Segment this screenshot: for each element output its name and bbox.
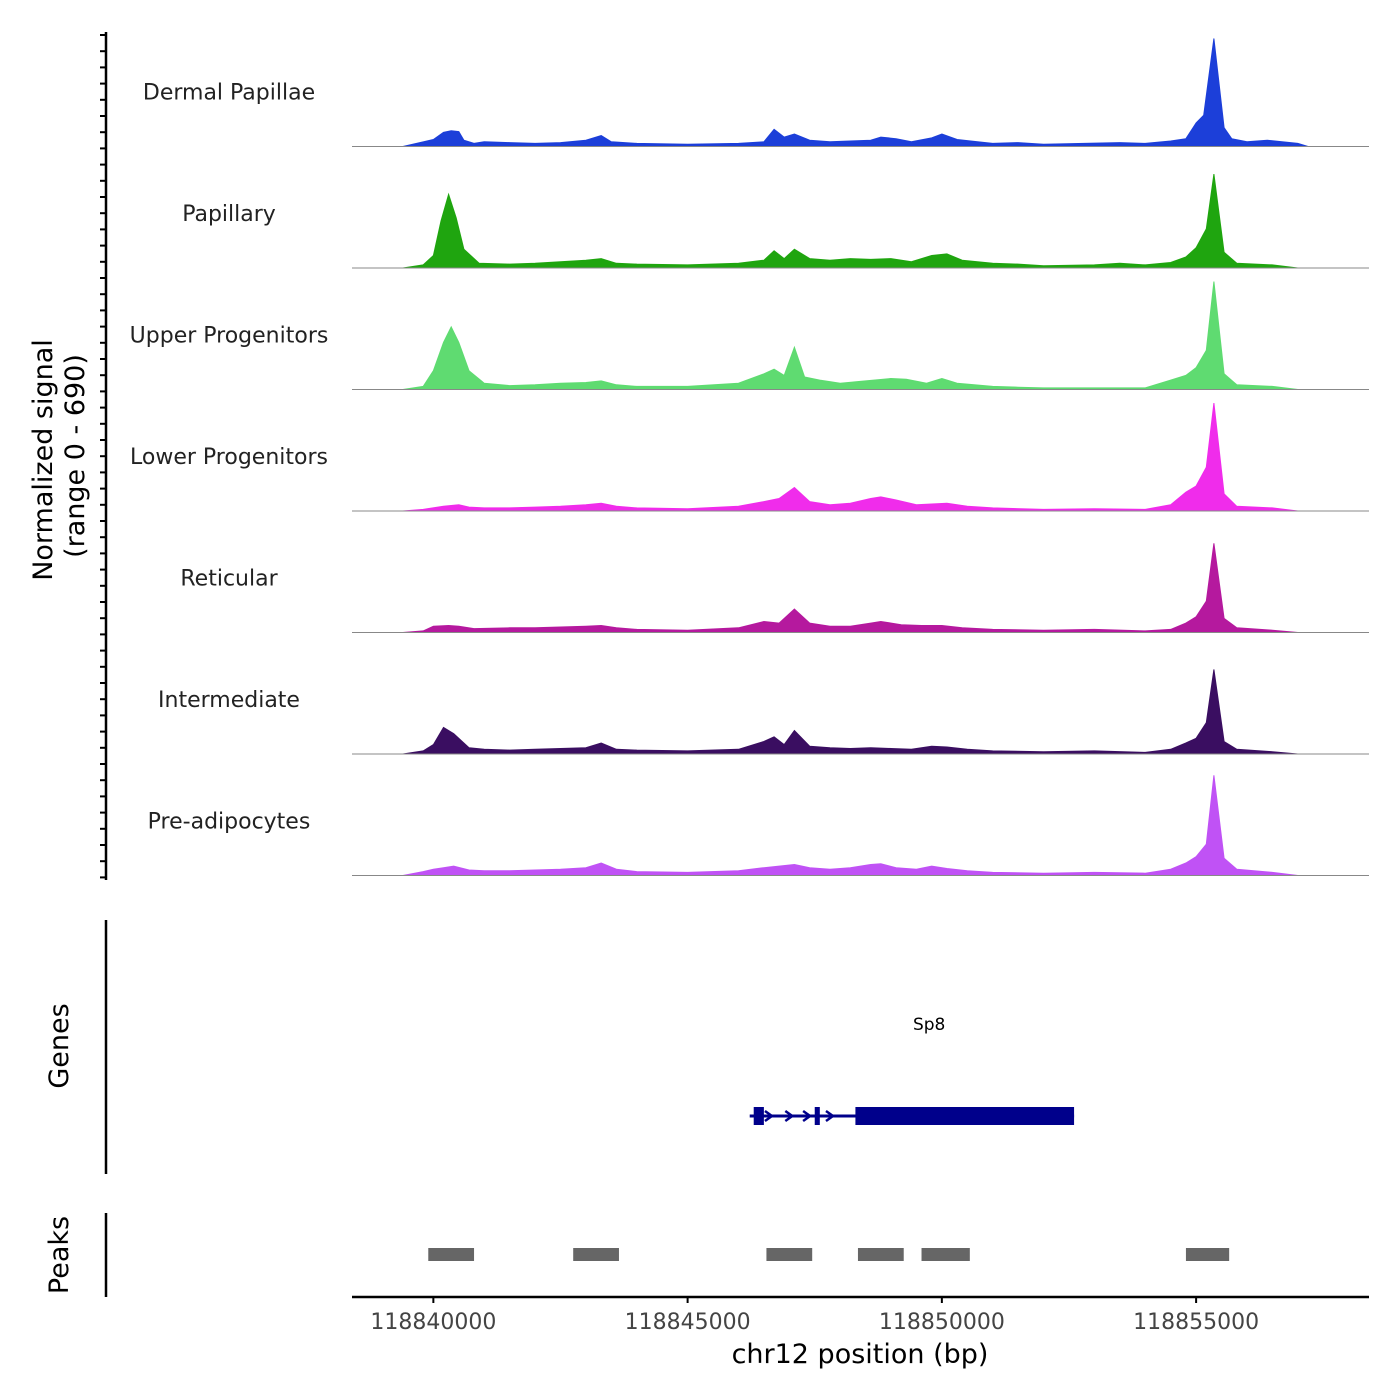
coverage-area (402, 669, 1298, 755)
track-label: Pre-adipocytes (148, 810, 311, 835)
coverage-area (402, 174, 1298, 269)
peak-region (857, 1248, 904, 1261)
track-label: Lower Progenitors (130, 445, 328, 470)
peak-region (766, 1248, 813, 1261)
track-label: Dermal Papillae (143, 81, 315, 106)
x-tick-label: 118855000 (1133, 1310, 1259, 1335)
track-label: Reticular (180, 567, 278, 592)
gene-exon (814, 1107, 820, 1125)
x-tick-label: 118845000 (625, 1310, 751, 1335)
coverage-area (402, 38, 1309, 147)
coverage-tracks: Dermal Papillae Papillary Upper Progenitor… (130, 38, 1369, 876)
track-reticular: Reticular (180, 543, 1369, 633)
coverage-y-ticks (100, 34, 106, 879)
coverage-area (402, 775, 1298, 876)
strand-arrow (825, 1109, 836, 1123)
peaks-track (428, 1248, 1230, 1261)
track-dermal-papillae: Dermal Papillae (143, 38, 1369, 147)
y-axis-range: (range 0 - 690) (60, 354, 91, 558)
track-label: Intermediate (158, 688, 300, 713)
x-tick-label: 118840000 (370, 1310, 496, 1335)
genes-panel: Genes Sp8 (44, 920, 1075, 1174)
strand-arrow (764, 1109, 775, 1123)
x-axis: 118840000 118845000 118850000 118855000 chr… (352, 1295, 1369, 1370)
track-intermediate: Intermediate (158, 669, 1369, 755)
track-upper-progenitors: Upper Progenitors (130, 281, 1369, 390)
peak-region (921, 1248, 970, 1261)
gene-exon (753, 1107, 764, 1125)
track-pre-adipocytes: Pre-adipocytes (148, 775, 1369, 876)
gene-label: Sp8 (913, 1015, 945, 1035)
track-papillary: Papillary (182, 174, 1369, 269)
genes-axis-title: Genes (44, 1003, 75, 1088)
peak-region (1185, 1248, 1230, 1261)
peaks-axis-title: Peaks (44, 1216, 75, 1294)
x-tick-label: 118850000 (879, 1310, 1005, 1335)
x-ticks: 118840000 118845000 118850000 118855000 (370, 1297, 1259, 1335)
peak-region (573, 1248, 619, 1261)
track-label: Upper Progenitors (130, 324, 329, 349)
coverage-area (402, 402, 1298, 512)
peak-region (428, 1248, 475, 1261)
strand-arrow (802, 1109, 813, 1123)
track-label: Papillary (182, 202, 276, 227)
gene-exon (855, 1107, 1075, 1125)
x-axis-title: chr12 position (bp) (732, 1339, 989, 1370)
coverage-panel: Dermal Papillae Papillary Upper Progenitor… (28, 32, 1369, 880)
y-axis-title: Normalized signal (28, 339, 59, 581)
gene-track (749, 1107, 1075, 1125)
coverage-area (402, 543, 1298, 633)
peaks-panel: Peaks (44, 1213, 1230, 1297)
track-lower-progenitors: Lower Progenitors (130, 402, 1369, 512)
strand-arrow (784, 1109, 795, 1123)
coverage-area (402, 281, 1298, 390)
